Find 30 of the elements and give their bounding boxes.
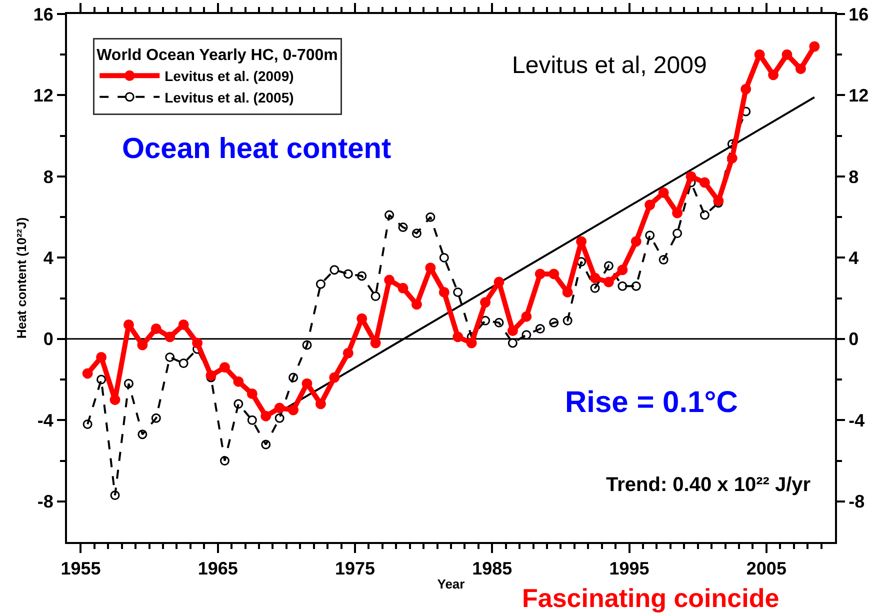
annotation: Rise = 0.1°C bbox=[565, 386, 738, 419]
y-tick-label: 0 bbox=[43, 329, 54, 350]
y2-tick-label: 16 bbox=[848, 4, 869, 24]
x-tick-label: 1995 bbox=[609, 558, 650, 579]
text: Fascinating coincide bbox=[522, 583, 780, 613]
y2-tick-label: -8 bbox=[848, 492, 865, 512]
annotation: Trend: 0.40 x 10²² J/yr bbox=[606, 474, 811, 496]
legend-label: Levitus et al. (2009) bbox=[164, 68, 294, 84]
x-tick-label: 1985 bbox=[472, 558, 512, 579]
y2-tick-label: 4 bbox=[848, 248, 859, 268]
y2-tick-label: 12 bbox=[848, 86, 869, 106]
y-tick-label: 16 bbox=[33, 4, 54, 24]
x-axis-title: Year bbox=[437, 576, 465, 592]
legend-title: World Ocean Yearly HC, 0-700m bbox=[96, 47, 338, 64]
y-tick-label: 8 bbox=[43, 166, 54, 187]
y-tick-label: -4 bbox=[37, 410, 54, 430]
y-tick-label: -8 bbox=[37, 492, 54, 512]
y2-tick-label: 0 bbox=[848, 329, 859, 350]
x-tick-label: 1975 bbox=[334, 558, 376, 579]
y-tick-label: 12 bbox=[33, 86, 54, 106]
y2-tick-label: -4 bbox=[848, 410, 865, 430]
y2-tick-label: 8 bbox=[848, 166, 859, 187]
y-axis-title: Heat content (10²²J) bbox=[14, 217, 29, 339]
x-tick-label: 1965 bbox=[198, 558, 238, 579]
x-tick-label: 1955 bbox=[60, 558, 101, 579]
legend-label: Levitus et al. (2005) bbox=[164, 89, 294, 106]
annotation: Ocean heat content bbox=[122, 133, 392, 165]
annotation: Levitus et al, 2009 bbox=[512, 52, 707, 79]
y-tick-label: 4 bbox=[43, 248, 54, 268]
x-tick-label: 2005 bbox=[746, 558, 786, 579]
